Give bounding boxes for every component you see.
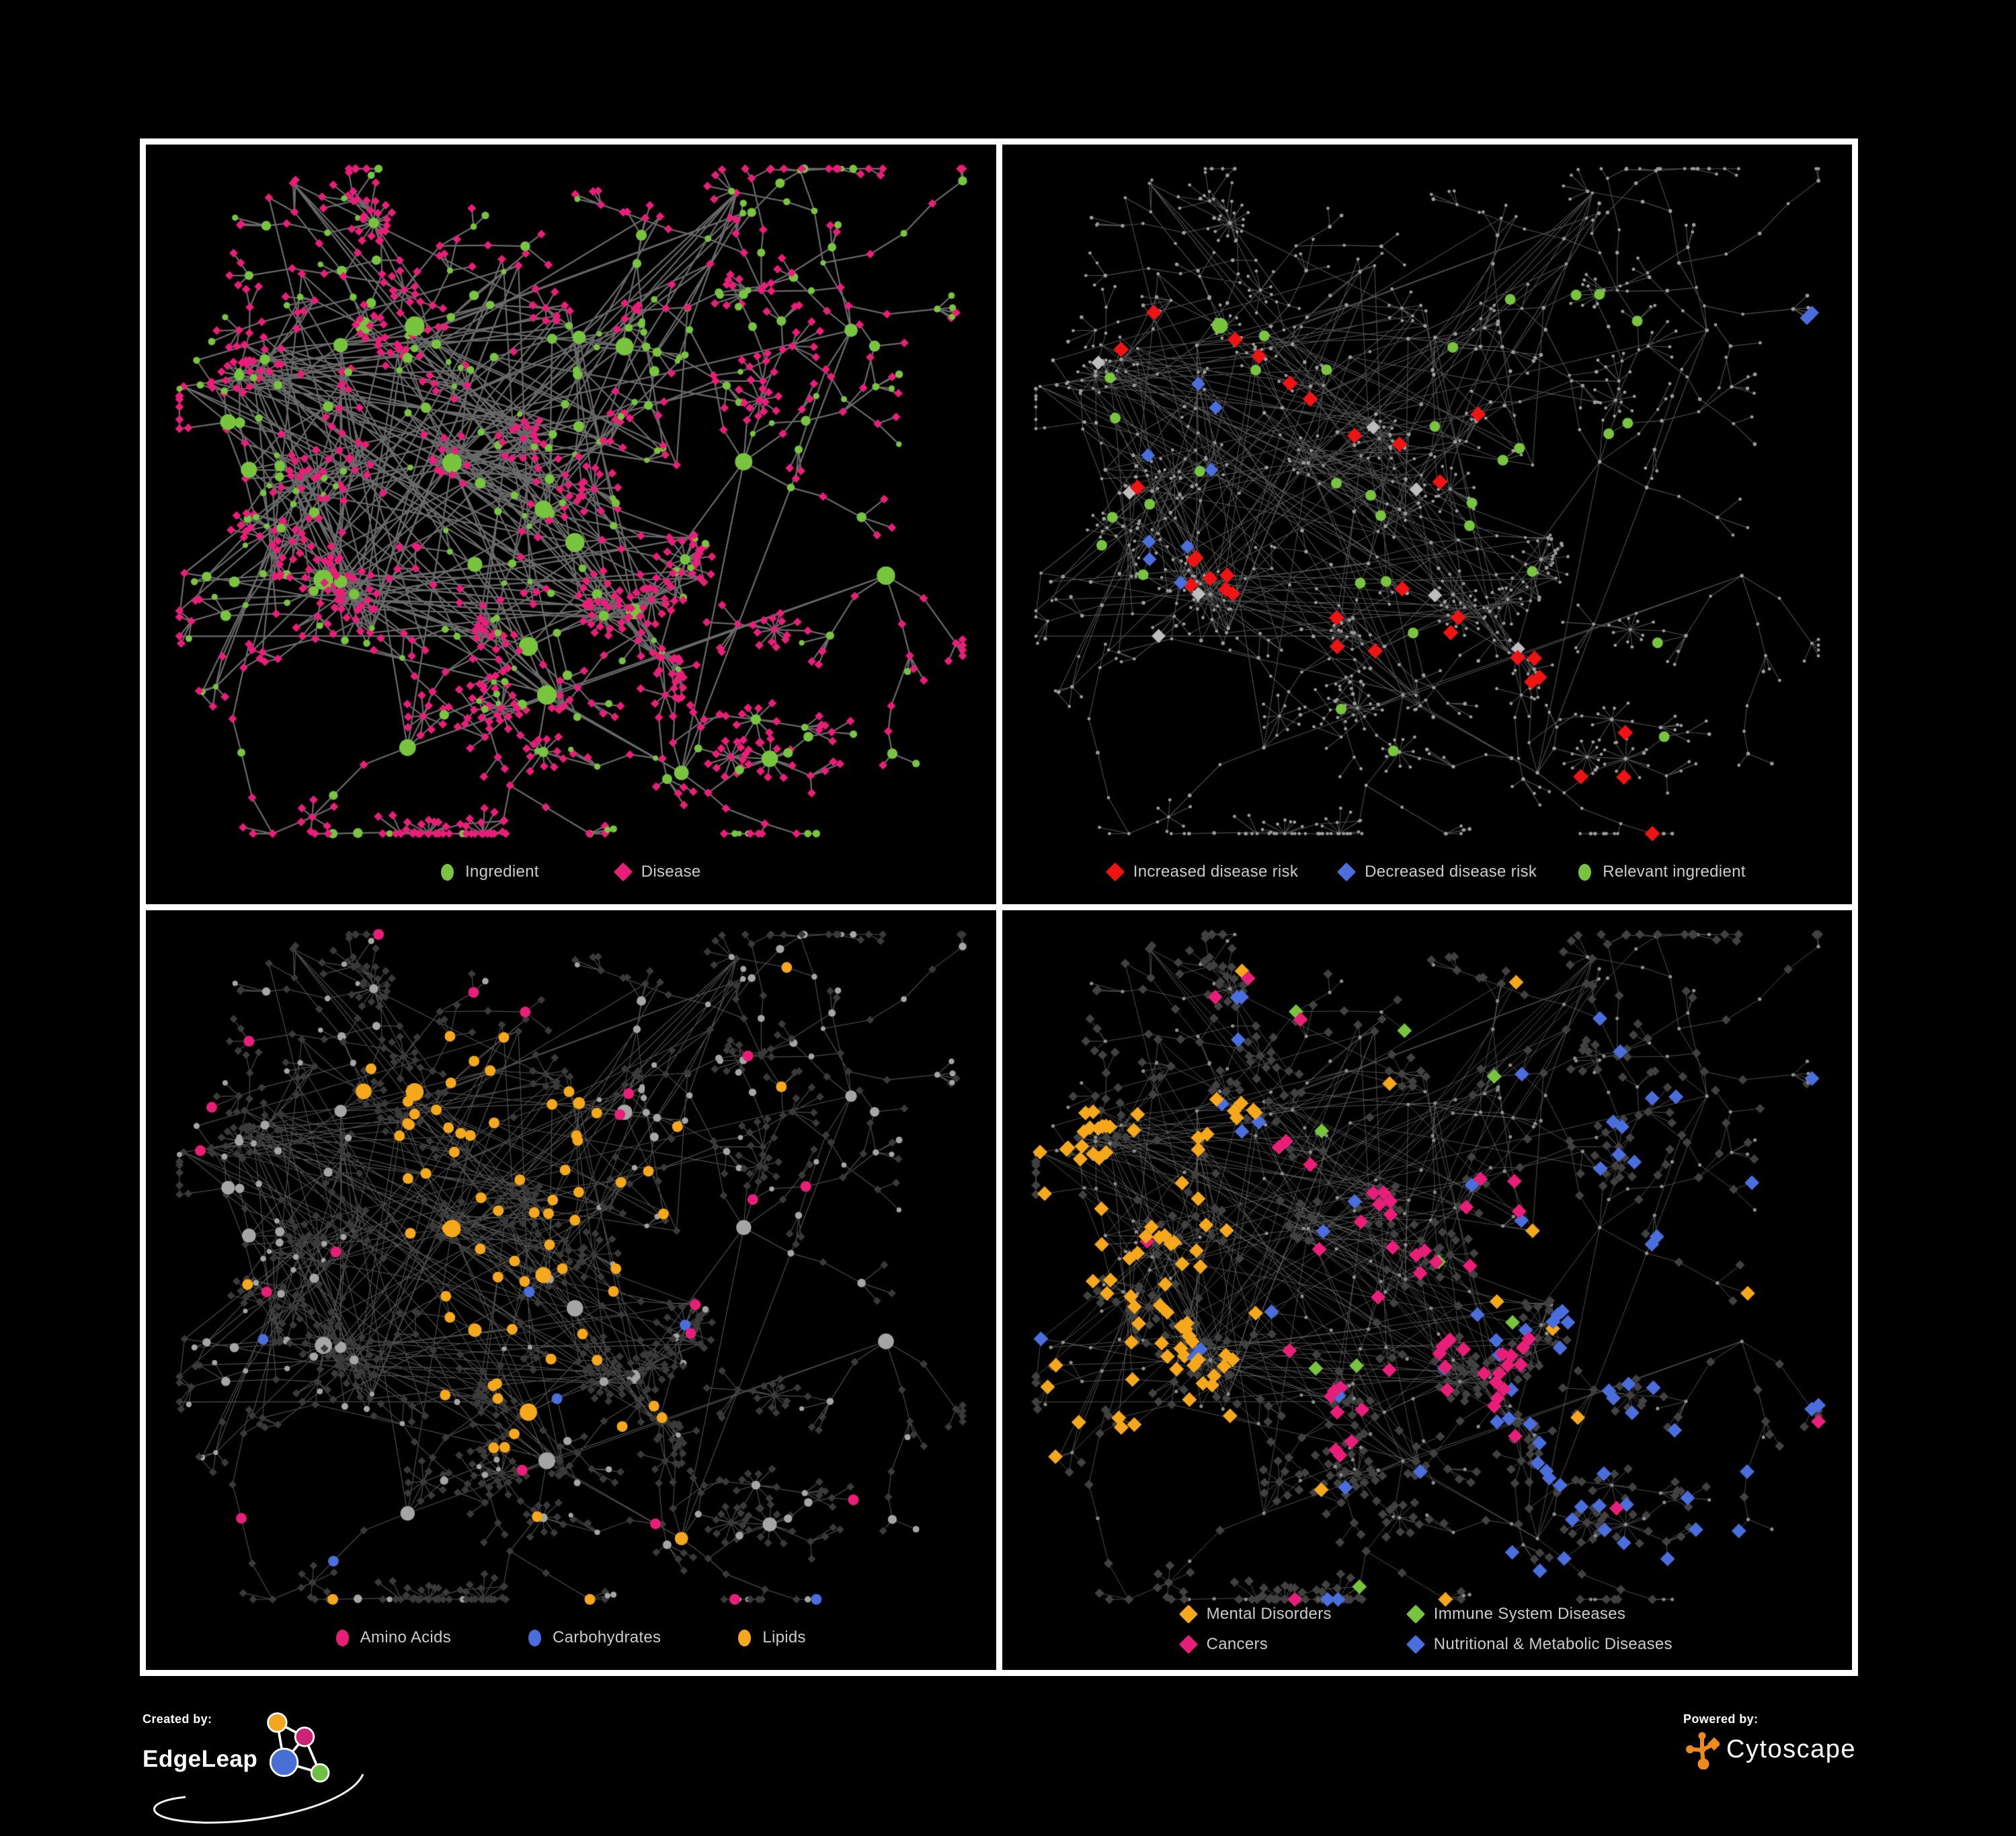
legend-label: Disease bbox=[641, 863, 701, 881]
legend-label: Ingredient bbox=[465, 863, 539, 881]
network-canvas-macronutrient-classes bbox=[146, 910, 996, 1670]
legend-label: Decreased disease risk bbox=[1365, 863, 1537, 881]
decreased-risk-marker-icon bbox=[1337, 862, 1357, 882]
created-by-block: Created by: EdgeLeap bbox=[143, 1712, 398, 1824]
network-canvas-disease-risk bbox=[1002, 145, 1852, 904]
network-canvas-ingredient-disease bbox=[146, 145, 996, 904]
legend-label: Nutritional & Metabolic Diseases bbox=[1433, 1635, 1672, 1653]
edgeleap-node-blue bbox=[270, 1747, 299, 1778]
edgeleap-wordmark: EdgeLeap bbox=[143, 1746, 258, 1772]
legend-label: Amino Acids bbox=[360, 1628, 451, 1646]
cytoscape-logo bbox=[1686, 1732, 1720, 1769]
carbohydrates-marker-icon bbox=[528, 1629, 541, 1646]
legend-item-relevant-ingredient: Relevant ingredient bbox=[1578, 863, 1746, 881]
powered-by-block: Powered by: Cytoscape bbox=[1683, 1712, 1885, 1769]
legend-item-mental-disorders: Mental Disorders bbox=[1178, 1604, 1332, 1624]
legend-item-amino-acids: Amino Acids bbox=[335, 1628, 451, 1647]
cancers-marker-icon bbox=[1178, 1634, 1198, 1654]
network-canvas-disease-classes bbox=[1002, 910, 1852, 1670]
edgeleap-logo bbox=[267, 1712, 330, 1783]
legend-item-decreased-risk: Decreased disease risk bbox=[1337, 862, 1537, 882]
legend-macronutrient-classes: Amino Acids Carbohydrates Lipids bbox=[146, 1628, 996, 1647]
legend-ingredient-disease: Ingredient Disease bbox=[146, 862, 996, 882]
panel-disease-classes: Mental Disorders Immune System Diseases … bbox=[1002, 910, 1853, 1670]
legend-label: Mental Disorders bbox=[1206, 1605, 1332, 1623]
disease-marker-icon bbox=[613, 862, 633, 882]
legend-item-nutritional-metabolic-diseases: Nutritional & Metabolic Diseases bbox=[1406, 1634, 1672, 1654]
panel-macronutrient-classes: Amino Acids Carbohydrates Lipids bbox=[146, 910, 996, 1670]
legend-disease-risk: Increased disease risk Decreased disease… bbox=[1002, 862, 1853, 882]
legend-item-immune-system-diseases: Immune System Diseases bbox=[1406, 1604, 1626, 1624]
mental-disorders-marker-icon bbox=[1178, 1604, 1198, 1624]
legend-item-increased-risk: Increased disease risk bbox=[1105, 862, 1299, 882]
immune-system-diseases-marker-icon bbox=[1406, 1604, 1425, 1624]
legend-disease-classes: Mental Disorders Immune System Diseases … bbox=[1002, 1604, 1853, 1654]
edgeleap-node-magenta bbox=[294, 1726, 315, 1747]
ingredient-marker-icon bbox=[440, 863, 454, 881]
panel-ingredient-disease: Ingredient Disease bbox=[146, 145, 996, 904]
edgeleap-node-green bbox=[311, 1763, 330, 1783]
cytoscape-wordmark: Cytoscape bbox=[1726, 1734, 1857, 1763]
legend-label: Relevant ingredient bbox=[1603, 863, 1746, 881]
legend-item-lipids: Lipids bbox=[738, 1628, 806, 1647]
legend-item-cancers: Cancers bbox=[1178, 1634, 1268, 1654]
relevant-ingredient-marker-icon bbox=[1578, 863, 1592, 881]
legend-item-disease: Disease bbox=[613, 862, 701, 882]
created-by-label: Created by: bbox=[143, 1712, 212, 1726]
powered-by-label: Powered by: bbox=[1683, 1712, 1759, 1726]
legend-label: Immune System Diseases bbox=[1433, 1605, 1626, 1623]
legend-label: Increased disease risk bbox=[1133, 863, 1299, 881]
nutritional-metabolic-diseases-marker-icon bbox=[1406, 1634, 1425, 1654]
legend-label: Cancers bbox=[1206, 1635, 1268, 1653]
lipids-marker-icon bbox=[738, 1629, 752, 1646]
legend-label: Carbohydrates bbox=[553, 1628, 661, 1646]
amino-acids-marker-icon bbox=[335, 1629, 349, 1646]
panel-disease-risk: Increased disease risk Decreased disease… bbox=[1002, 145, 1853, 904]
network-grid: Ingredient Disease Increased disease ris… bbox=[140, 138, 1858, 1676]
legend-item-carbohydrates: Carbohydrates bbox=[528, 1628, 661, 1647]
edgeleap-node-orange bbox=[267, 1712, 288, 1733]
legend-item-ingredient: Ingredient bbox=[440, 863, 539, 881]
legend-label: Lipids bbox=[762, 1628, 806, 1646]
increased-risk-marker-icon bbox=[1105, 862, 1125, 882]
